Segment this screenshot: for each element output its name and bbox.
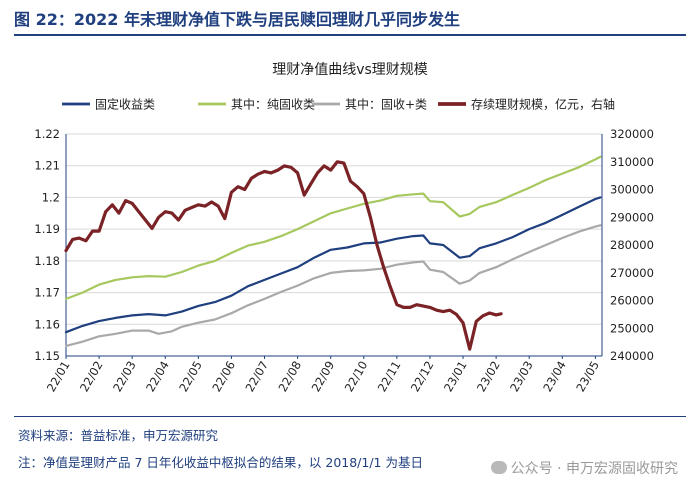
y-right-tick-label: 310000	[610, 155, 654, 169]
x-tick-label: 22/02	[77, 359, 106, 395]
y-right-tick-label: 290000	[610, 210, 654, 224]
y-left-tick-label: 1.15	[34, 349, 60, 363]
x-tick-label: 22/11	[375, 359, 404, 395]
legend-label: 其中：纯固收类	[231, 97, 315, 112]
y-left-tick-label: 1.2	[42, 190, 60, 204]
x-tick-label: 23/02	[474, 358, 503, 394]
series-line	[64, 224, 602, 347]
y-left-tick-label: 1.19	[34, 222, 60, 236]
x-tick-label: 22/03	[110, 359, 139, 395]
y-left-tick-label: 1.18	[34, 254, 60, 268]
x-tick-label: 22/09	[309, 359, 338, 395]
wechat-icon	[490, 461, 507, 474]
x-tick-label: 22/01	[44, 359, 73, 395]
x-tick-label: 23/01	[441, 359, 470, 395]
y-right-tick-label: 250000	[610, 321, 654, 335]
x-tick-label: 23/05	[573, 359, 602, 395]
legend-label: 固定收益类	[95, 97, 155, 112]
source-note: 资料来源：普益标准，申万宏源研究	[18, 428, 219, 443]
x-tick-label: 23/04	[540, 359, 569, 395]
x-tick-label: 22/07	[242, 359, 271, 395]
x-tick-label: 22/04	[143, 359, 172, 395]
x-tick-label: 22/08	[276, 359, 305, 395]
y-right-tick-label: 300000	[610, 183, 654, 197]
title-rule	[14, 34, 686, 36]
y-left-tick-label: 1.16	[34, 317, 60, 331]
x-tick-label: 22/06	[209, 359, 238, 395]
x-tick-label: 23/03	[507, 359, 536, 395]
watermark-text: 公众号 · 申万宏源固收研究	[510, 461, 678, 477]
legend-label: 存续理财规模，亿元，右轴	[471, 97, 615, 112]
y-left-tick-label: 1.22	[34, 127, 60, 141]
y-right-tick-label: 280000	[610, 238, 654, 252]
chart: 理财净值曲线vs理财规模 固定收益类 其中：纯固收类 其中：固收+类 存续理财规模，亿…	[34, 62, 654, 395]
y-left-tick-label: 1.21	[34, 159, 60, 173]
footnote: 注：净值是理财产品 7 日年化收益中枢拟合的结果，以 2018/1/1 为基日	[18, 455, 423, 470]
series-line	[64, 160, 503, 351]
watermark: 公众号 · 申万宏源固收研究	[490, 458, 678, 478]
legend-label: 其中：固收+类	[345, 97, 427, 112]
y-right-tick-label: 240000	[610, 349, 654, 363]
series-line	[64, 155, 602, 300]
series-lines	[64, 155, 602, 351]
x-tick-label: 22/05	[176, 359, 205, 395]
figure-title: 图 22：2022 年末理财净值下跌与居民赎回理财几乎同步发生	[14, 10, 460, 29]
y-right-tick-label: 320000	[610, 127, 654, 141]
legend: 固定收益类 其中：纯固收类 其中：固收+类 存续理财规模，亿元，右轴	[62, 97, 615, 112]
chart-title: 理财净值曲线vs理财规模	[272, 62, 428, 78]
x-tick-label: 22/10	[342, 359, 371, 395]
y-right-tick-label: 270000	[610, 266, 654, 280]
x-tick-label: 22/12	[408, 359, 437, 395]
bottom-rule	[14, 416, 686, 417]
series-line	[64, 196, 602, 334]
y-right-tick-label: 260000	[610, 294, 654, 308]
y-left-tick-label: 1.17	[34, 286, 60, 300]
